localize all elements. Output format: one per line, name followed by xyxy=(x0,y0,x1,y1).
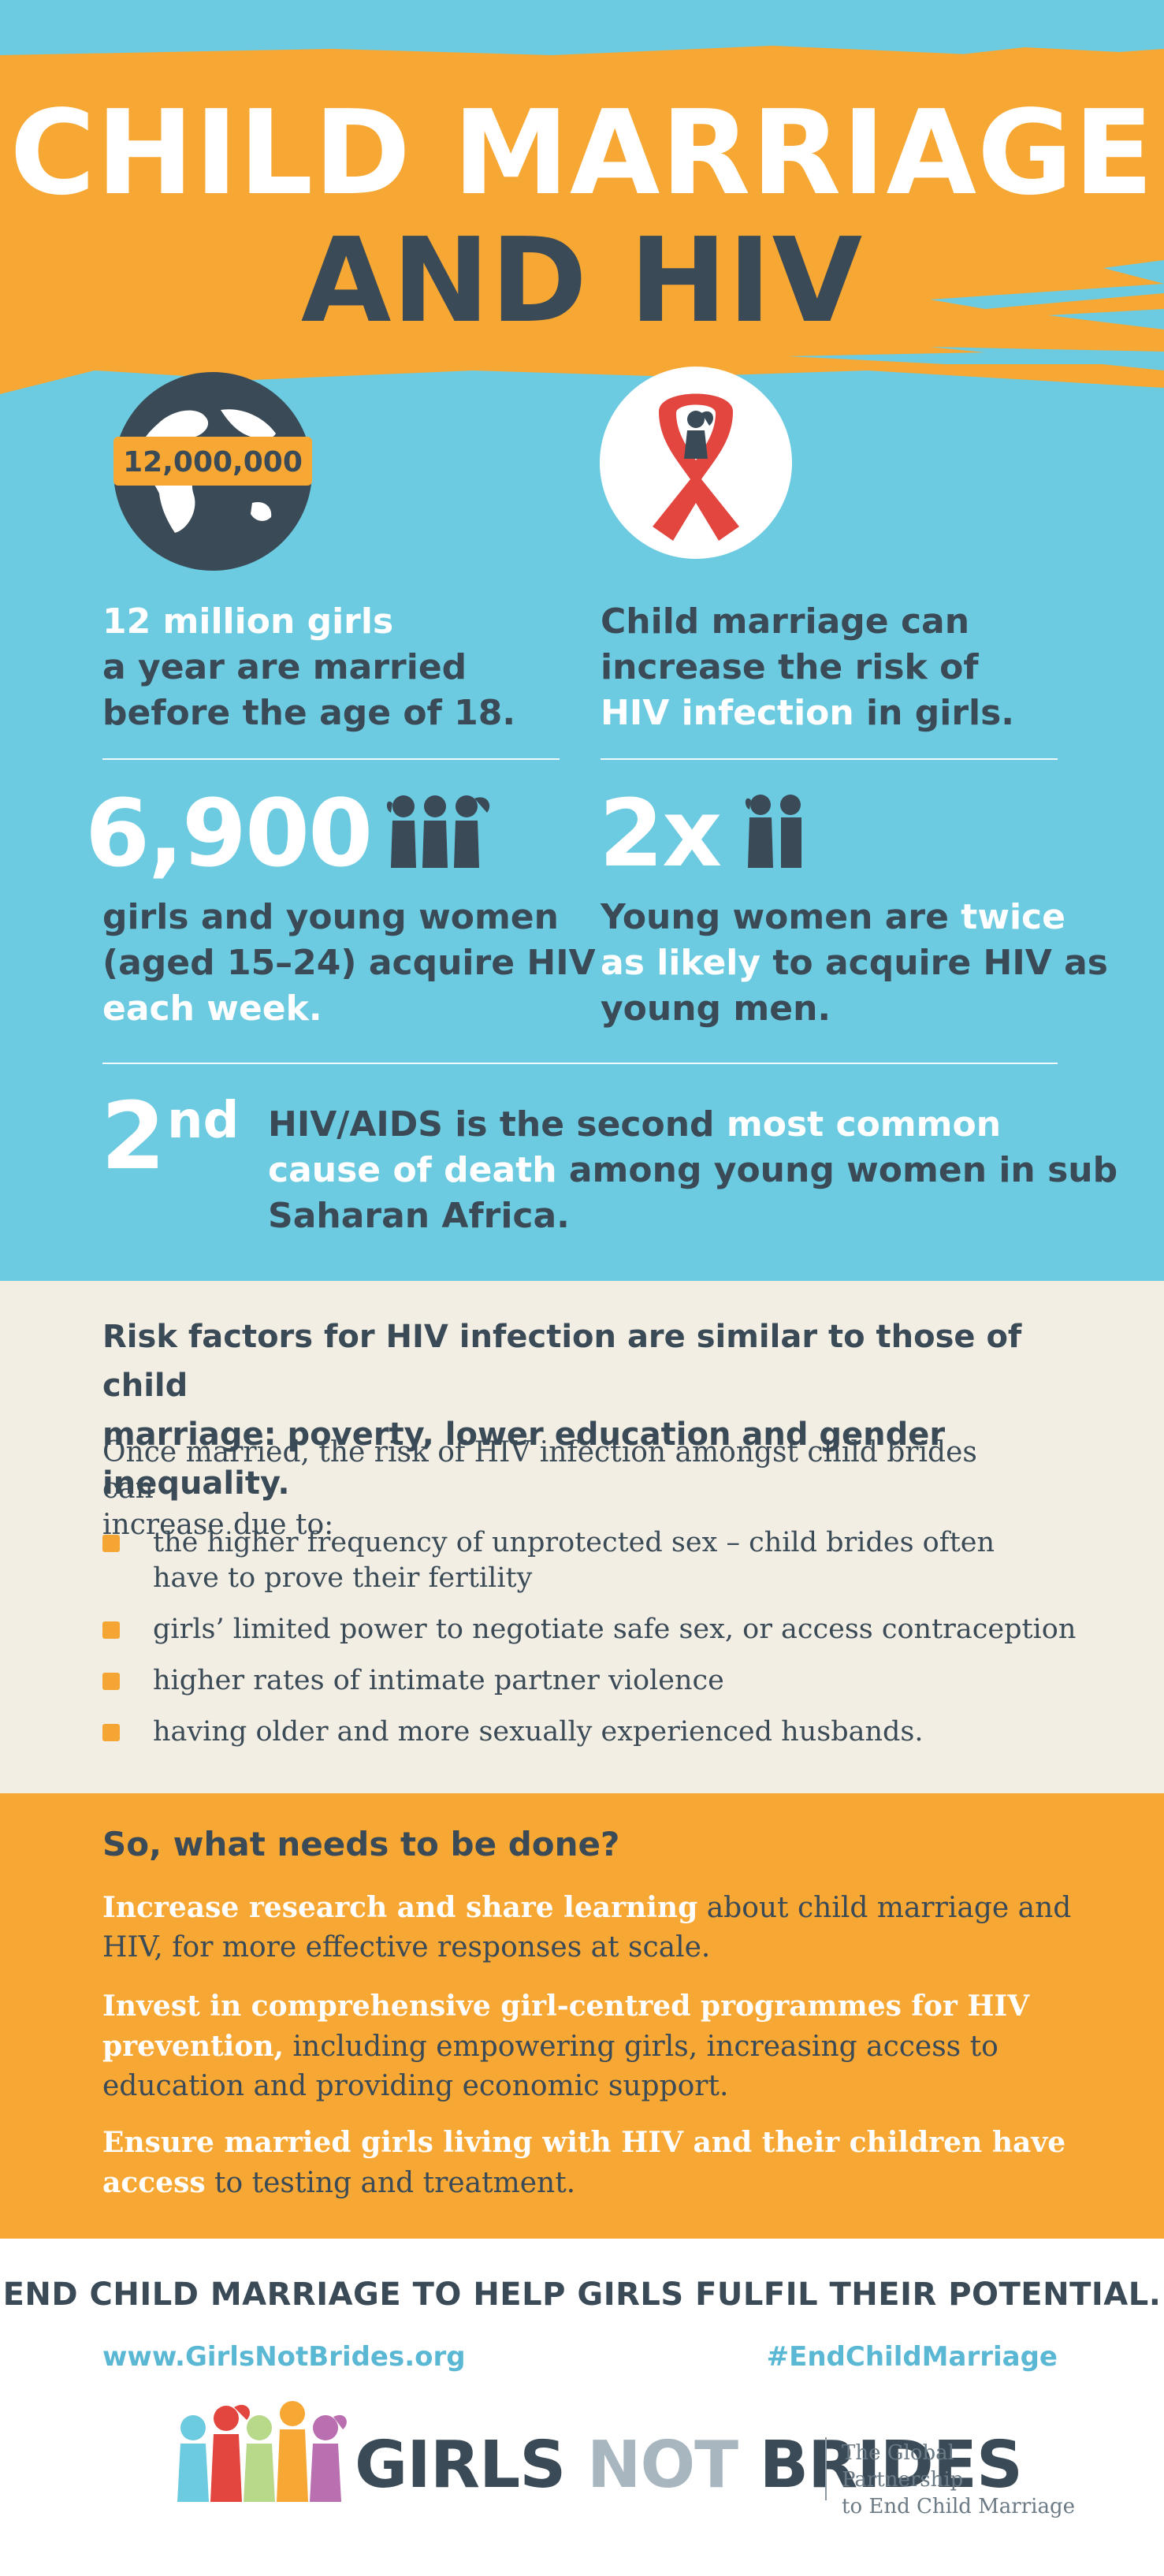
action-ensure: Ensure married girls living with HIV and… xyxy=(102,2123,1072,2203)
bullet-square-icon xyxy=(102,1673,120,1690)
highlight-twice: twice xyxy=(961,897,1065,937)
stat-6900-line1: girls and young women xyxy=(102,897,559,937)
wordmark-brides: BRIDES xyxy=(759,2428,1023,2503)
logo-tagline-line2: to End Child Marriage xyxy=(842,2495,1076,2518)
stat-12-million: 12 million girls a year are married befo… xyxy=(102,599,515,736)
highlight-hiv-infection: HIV infection xyxy=(601,693,854,733)
stat-second-cause: HIV/AIDS is the second most common cause… xyxy=(268,1102,1118,1239)
stat-increase-risk-line3: in girls. xyxy=(853,693,1015,733)
stat-12-million-line2: a year are married xyxy=(102,647,467,687)
three-girls-icon xyxy=(386,795,490,868)
wordmark-girls: GIRLS xyxy=(355,2428,587,2503)
stat-twice-line2: to acquire HIV as xyxy=(761,943,1108,983)
highlight-most-common: most common xyxy=(726,1104,1002,1145)
hashtag-link[interactable]: #EndChildMarriage xyxy=(766,2341,1058,2373)
risk-intro-line1: Once married, the risk of HIV infection … xyxy=(102,1436,977,1505)
divider-right xyxy=(601,758,1058,760)
bullet-square-icon xyxy=(102,1621,120,1639)
action-lead: Invest in comprehensive girl-centred pro… xyxy=(102,1990,1030,2063)
stat-increase-risk-line1: Child marriage can xyxy=(601,601,970,642)
stat-twice-line1: Young women are xyxy=(601,897,961,937)
red-ribbon-icon xyxy=(600,367,792,559)
list-item: girls’ limited power to negotiate safe s… xyxy=(102,1612,1080,1647)
ordinal-nd: nd xyxy=(167,1092,240,1150)
highlight-as-likely: as likely xyxy=(601,943,761,983)
stat-12-million-line3: before the age of 18. xyxy=(102,693,516,733)
stat-twice: Young women are twice as likely to acqui… xyxy=(601,895,1108,1032)
actions-heading: So, what needs to be done? xyxy=(102,1825,620,1863)
risk-intro-line2: increase due to: xyxy=(102,1509,334,1541)
number-6900: 6,900 xyxy=(85,779,373,888)
girls-not-brides-wordmark: GIRLS NOT BRIDES xyxy=(355,2428,1023,2503)
action-invest: Invest in comprehensive girl-centred pro… xyxy=(102,1986,1072,2106)
girls-not-brides-logo-icon xyxy=(177,2401,347,2502)
logo-tagline-line1: The Global Partnership xyxy=(842,2441,964,2492)
number-2nd: 2 xyxy=(101,1081,165,1190)
risk-factors-section: Risk factors for HIV infection are simil… xyxy=(0,1281,1164,1793)
website-link[interactable]: www.GirlsNotBrides.org xyxy=(102,2341,466,2373)
bullet-text: the higher frequency of unprotected sex … xyxy=(153,1527,995,1558)
divider-left xyxy=(102,758,560,760)
stat-twice-line3: young men. xyxy=(601,988,831,1029)
title-line-1: CHILD MARRIAGE xyxy=(9,85,1155,221)
stat-increase-risk: Child marriage can increase the risk of … xyxy=(601,599,1014,736)
stat-6900: girls and young women (aged 15–24) acqui… xyxy=(102,895,596,1032)
bullet-text: having older and more sexually experienc… xyxy=(153,1716,924,1748)
action-rest: about child marriage and HIV, for more e… xyxy=(102,1892,1072,1964)
logo-divider xyxy=(825,2437,827,2500)
risk-bullet-list: the higher frequency of unprotected sex … xyxy=(102,1525,1080,1766)
stat-12-million-line1: 12 million girls xyxy=(102,601,394,642)
risk-heading-line1: Risk factors for HIV infection are simil… xyxy=(102,1319,1022,1404)
globe-banner-text: 12,000,000 xyxy=(123,446,303,478)
action-rest: including empowering girls, increasing a… xyxy=(102,2031,999,2102)
orange-brush-stroke xyxy=(0,46,1164,394)
action-rest: to testing and treatment. xyxy=(205,2167,576,2199)
list-item: having older and more sexually experienc… xyxy=(102,1714,1080,1750)
bullet-text: higher rates of intimate partner violenc… xyxy=(153,1665,724,1696)
risk-heading: Risk factors for HIV infection are simil… xyxy=(102,1312,1072,1508)
wordmark-not: NOT xyxy=(586,2428,760,2503)
action-research: Increase research and share learning abo… xyxy=(102,1888,1072,1967)
highlight-cause-of-death: cause of death xyxy=(268,1150,557,1190)
action-lead: Ensure married girls living with HIV and… xyxy=(102,2126,1066,2199)
bullet-text: girls’ limited power to negotiate safe s… xyxy=(153,1614,1077,1645)
bullet-text: have to prove their fertility xyxy=(153,1562,533,1594)
stat-second-cause-line2: among young women in sub xyxy=(556,1150,1118,1190)
stat-6900-line3: each week. xyxy=(102,988,322,1029)
title-line-2: AND HIV xyxy=(300,213,864,348)
divider-full xyxy=(102,1063,1058,1064)
footer-tagline: END CHILD MARRIAGE TO HELP GIRLS FULFIL … xyxy=(2,2276,1162,2313)
actions-section: So, what needs to be done? Increase rese… xyxy=(0,1793,1164,2239)
risk-heading-line2: marriage: poverty, lower education and g… xyxy=(102,1416,946,1502)
list-item: higher rates of intimate partner violenc… xyxy=(102,1663,1080,1699)
hero-section: CHILD MARRIAGE AND HIV 12,000,000 12 mil… xyxy=(0,0,1164,1281)
globe-icon: 12,000,000 xyxy=(113,372,312,571)
bullet-square-icon xyxy=(102,1535,120,1552)
stat-second-cause-line3: Saharan Africa. xyxy=(268,1196,570,1236)
woman-and-man-icon xyxy=(745,795,801,868)
number-2x: 2x xyxy=(599,779,722,888)
logo-tagline: The Global Partnership to End Child Marr… xyxy=(842,2440,1078,2520)
stat-6900-line2: (aged 15–24) acquire HIV xyxy=(102,943,596,983)
footer-section: END CHILD MARRIAGE TO HELP GIRLS FULFIL … xyxy=(0,2239,1164,2576)
action-lead: Increase research and share learning xyxy=(102,1891,698,1924)
bullet-square-icon xyxy=(102,1724,120,1741)
stat-second-cause-line1: HIV/AIDS is the second xyxy=(268,1104,727,1145)
stat-increase-risk-line2: increase the risk of xyxy=(601,647,979,687)
risk-intro: Once married, the risk of HIV infection … xyxy=(102,1435,1032,1543)
list-item: the higher frequency of unprotected sex … xyxy=(102,1525,1080,1596)
